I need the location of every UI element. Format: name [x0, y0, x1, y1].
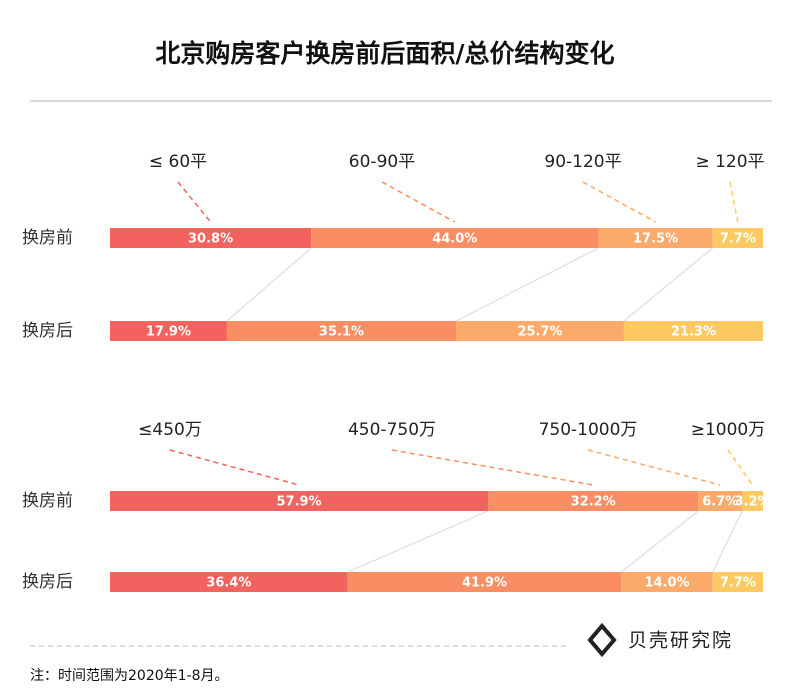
legend-leader [582, 181, 656, 223]
legend-label: ≥1000万 [691, 420, 766, 440]
connector [226, 247, 312, 322]
row-label: 换房后 [22, 321, 73, 341]
brand-logo [587, 622, 617, 658]
brand: 贝壳研究院 [628, 630, 733, 652]
title: 北京购房客户换房前后面积/总价结构变化 [155, 39, 614, 68]
legend-label: ≤ 60平 [149, 152, 207, 172]
bar-segment [742, 491, 763, 511]
note: 注：时间范围为2020年1-8月。 [30, 667, 229, 684]
legend-label: 60-90平 [349, 152, 415, 172]
value-label: 7.7% [720, 232, 756, 247]
value-label: 21.3% [671, 325, 716, 340]
bar-segment [311, 228, 599, 248]
connector [347, 510, 489, 573]
bar-segment [226, 321, 457, 341]
legend-leader [169, 449, 300, 486]
bar-segment [110, 491, 489, 511]
legend-label: 450-750万 [348, 420, 436, 440]
bar-segment [347, 572, 622, 592]
value-label: 17.9% [146, 325, 191, 340]
value-label: 17.5% [633, 232, 678, 247]
row-label: 换房前 [22, 491, 73, 511]
connector [455, 247, 599, 322]
legend-leader [587, 449, 721, 486]
legend-label: ≥ 120平 [695, 152, 764, 172]
bar-segment [488, 491, 699, 511]
bar-segment [110, 321, 227, 341]
value-label: 41.9% [462, 576, 507, 591]
row-label: 换房前 [22, 228, 73, 248]
bar-segment [712, 228, 763, 248]
legend-label: ≤450万 [138, 420, 202, 440]
bar-segment [456, 321, 624, 341]
bar-segment [621, 572, 713, 592]
value-label: 7.7% [720, 576, 756, 591]
legend-leader [391, 449, 594, 486]
value-label: 25.7% [517, 325, 562, 340]
connector [712, 510, 743, 573]
row-label: 换房后 [22, 572, 73, 592]
legend-label: 750-1000万 [539, 420, 638, 440]
value-label: 6.7% [702, 495, 738, 510]
bar-segment [598, 228, 713, 248]
value-label: 32.2% [571, 495, 616, 510]
bar-segment [110, 228, 312, 248]
legend-leader [729, 181, 739, 223]
bar-segment [698, 491, 743, 511]
value-label: 44.0% [432, 232, 477, 247]
connector [623, 247, 714, 322]
value-label: 3.2% [735, 495, 771, 510]
value-label: 14.0% [644, 576, 689, 591]
value-label: 36.4% [206, 576, 251, 591]
legend-leader [177, 181, 212, 223]
bar-segment [623, 321, 763, 341]
value-label: 57.9% [276, 495, 321, 510]
legend-leader [727, 449, 754, 486]
legend-leader [381, 181, 456, 223]
legend-label: 90-120平 [544, 152, 621, 172]
bar-segment [712, 572, 763, 592]
bar-segment [110, 572, 348, 592]
connector [620, 510, 699, 573]
value-label: 30.8% [188, 232, 233, 247]
value-label: 35.1% [319, 325, 364, 340]
